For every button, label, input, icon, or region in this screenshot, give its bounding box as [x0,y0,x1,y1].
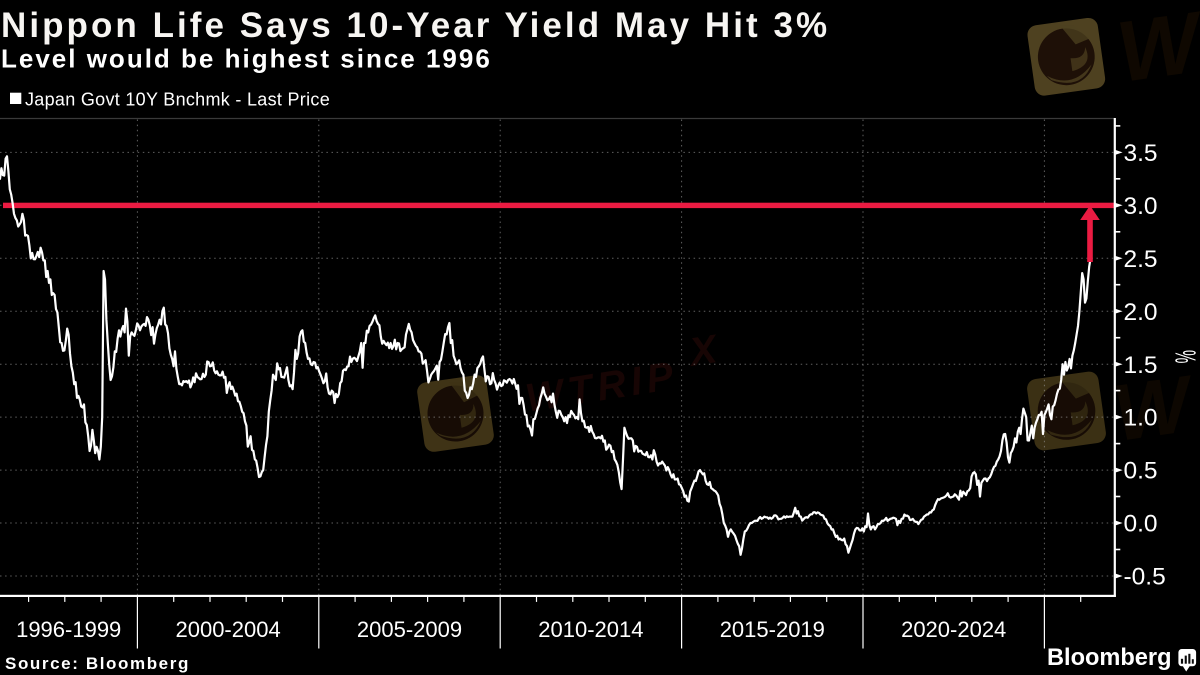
svg-text:3.5: 3.5 [1124,140,1158,167]
svg-text:W: W [1108,358,1200,458]
svg-text:3.0: 3.0 [1124,193,1158,220]
svg-text:Source: Bloomberg: Source: Bloomberg [5,654,190,673]
svg-text:2.0: 2.0 [1124,299,1158,326]
svg-text:2.5: 2.5 [1124,246,1158,273]
svg-text:0.5: 0.5 [1124,458,1158,485]
svg-text:Japan Govt 10Y Bnchmk - Last P: Japan Govt 10Y Bnchmk - Last Price [25,90,330,110]
svg-text:%: % [1169,350,1200,363]
svg-text:Level would be highest since 1: Level would be highest since 1996 [1,44,492,74]
svg-text:2000-2004: 2000-2004 [175,617,280,642]
svg-text:0.0: 0.0 [1124,511,1158,538]
svg-text:1.5: 1.5 [1124,352,1158,379]
svg-text:-0.5: -0.5 [1124,564,1166,591]
svg-text:2010-2014: 2010-2014 [538,617,643,642]
svg-text:2020-2024: 2020-2024 [901,617,1006,642]
svg-text:2015-2019: 2015-2019 [720,617,825,642]
svg-text:2005-2009: 2005-2009 [357,617,462,642]
svg-text:W: W [1111,0,1200,101]
svg-text:Bloomberg: Bloomberg [1047,645,1172,671]
svg-text:1996-1999: 1996-1999 [16,617,121,642]
svg-text:Nippon Life Says 10-Year Yield: Nippon Life Says 10-Year Yield May Hit 3… [1,6,830,45]
svg-text:1.0: 1.0 [1124,405,1158,432]
